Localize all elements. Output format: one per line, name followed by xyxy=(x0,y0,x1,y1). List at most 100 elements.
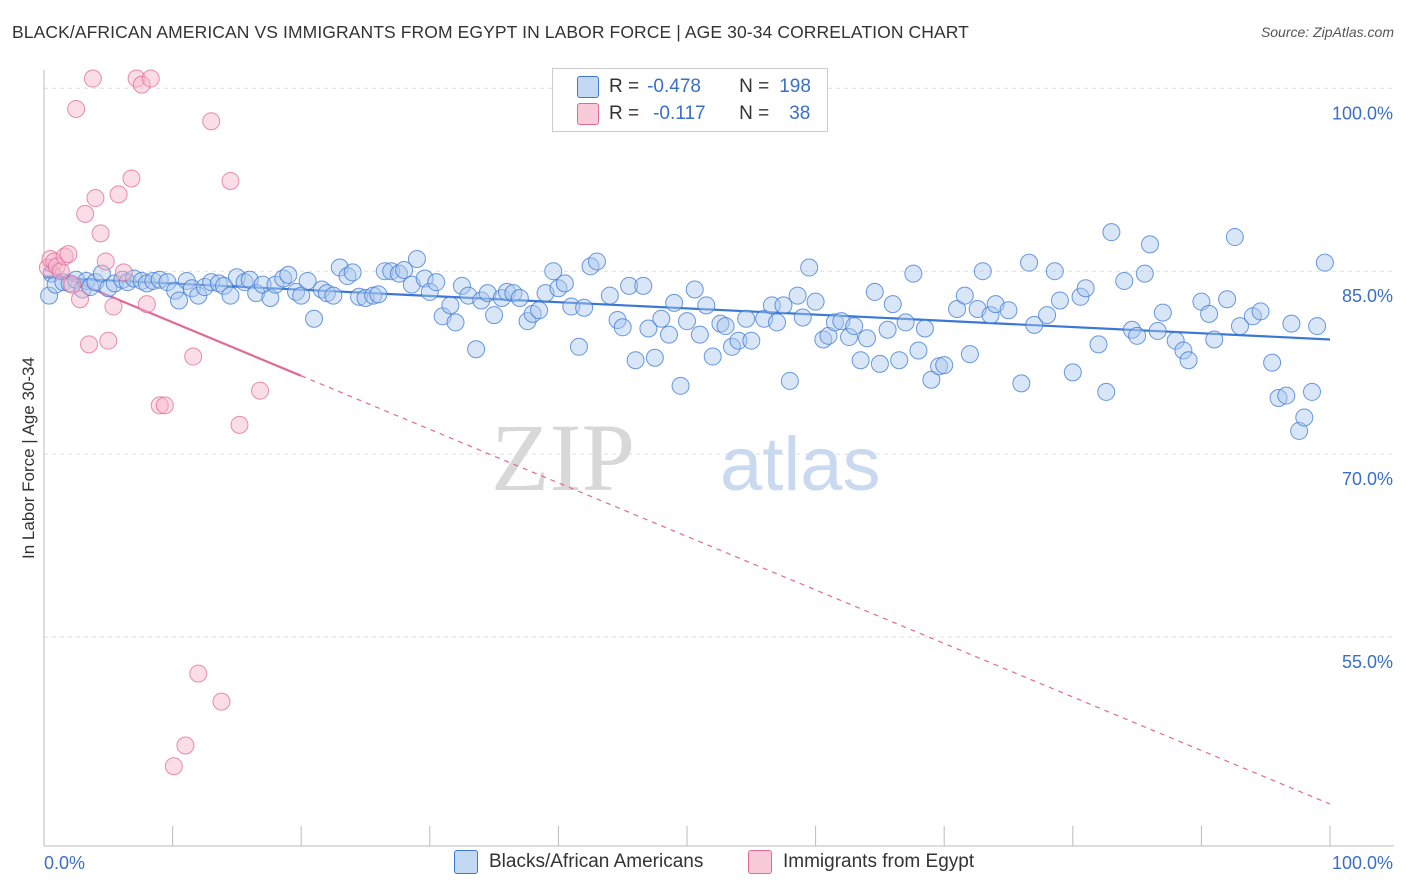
source-credit: Source: ZipAtlas.com xyxy=(1260,24,1394,40)
y-tick-label: 70.0% xyxy=(1342,469,1393,489)
blacks-point xyxy=(587,252,606,271)
blacks-point xyxy=(1140,235,1159,254)
blacks-point xyxy=(1063,363,1082,382)
blacks-point xyxy=(1115,271,1134,290)
egypt-point xyxy=(176,736,195,755)
blacks-point xyxy=(415,269,434,288)
blacks-point xyxy=(369,285,388,304)
blacks-point xyxy=(1290,421,1309,440)
blacks-point xyxy=(774,296,793,315)
blacks-point xyxy=(375,262,394,281)
blacks-point xyxy=(1122,320,1141,339)
blacks-point xyxy=(305,309,324,328)
blacks-point xyxy=(840,328,859,347)
blacks-point xyxy=(883,295,902,314)
blacks-point xyxy=(215,276,234,295)
blacks-point xyxy=(935,356,954,375)
blacks-point xyxy=(182,279,201,298)
egypt-point xyxy=(114,263,133,282)
blacks-point xyxy=(1230,317,1249,336)
blacks-point xyxy=(395,260,414,279)
blacks-point xyxy=(780,371,799,390)
egypt-point xyxy=(184,347,203,366)
egypt-point xyxy=(221,171,240,190)
blacks-point xyxy=(600,286,619,305)
blacks-point xyxy=(420,282,439,301)
blacks-point xyxy=(845,317,864,336)
legend-item-egypt: Immigrants from Egypt xyxy=(748,850,974,874)
legend-row-pink: R = -0.117 N = 38 xyxy=(577,102,810,126)
legend-r-value: -0.117 xyxy=(653,103,706,124)
blacks-point xyxy=(806,292,825,311)
blacks-point xyxy=(634,276,653,295)
egypt-point xyxy=(63,275,82,294)
blacks-point xyxy=(1251,302,1270,321)
legend-r-label: R = xyxy=(609,103,640,124)
egypt-point xyxy=(164,757,183,776)
blacks-point xyxy=(768,313,787,332)
egypt-point xyxy=(132,75,151,94)
blacks-point xyxy=(1089,335,1108,354)
egypt-point xyxy=(202,112,221,131)
blacks-point xyxy=(555,274,574,293)
blacks-point xyxy=(665,293,684,312)
egypt-point xyxy=(91,224,110,243)
legend-n-value: 38 xyxy=(789,103,811,124)
blacks-point xyxy=(1166,331,1185,350)
blacks-point xyxy=(981,306,1000,325)
egypt-point xyxy=(86,189,105,208)
blacks-point xyxy=(452,276,471,295)
blacks-point xyxy=(1277,386,1296,405)
egypt-point xyxy=(67,100,86,119)
blacks-point xyxy=(113,270,132,289)
blacks-point xyxy=(948,299,967,318)
blacks-point xyxy=(472,291,491,310)
blacks-point xyxy=(915,319,934,338)
legend-label-blacks: Blacks/African Americans xyxy=(489,851,704,872)
blacks-point xyxy=(1174,341,1193,360)
egypt-point xyxy=(83,69,102,88)
x-tick-label: 0.0% xyxy=(44,853,85,873)
blacks-point xyxy=(671,376,690,395)
blacks-point xyxy=(690,325,709,344)
x-tick-label: 100.0% xyxy=(1332,853,1393,873)
legend-n-label: N = xyxy=(739,103,770,124)
legend-n-value: 198 xyxy=(779,76,811,97)
blacks-point xyxy=(312,280,331,299)
blacks-point xyxy=(999,301,1018,320)
egypt-point xyxy=(141,69,160,88)
blacks-point xyxy=(878,320,897,339)
blacks-trend-line xyxy=(43,276,1331,341)
blacks-point xyxy=(737,309,756,328)
axes xyxy=(43,70,1394,847)
data-points xyxy=(38,69,1334,776)
blacks-point xyxy=(909,341,928,360)
blacks-point xyxy=(467,340,486,359)
watermark-atlas: atlas xyxy=(720,422,881,507)
blacks-point xyxy=(1045,262,1064,281)
blacks-point xyxy=(955,286,974,305)
blacks-point xyxy=(800,258,819,277)
blacks-point xyxy=(639,319,658,338)
blacks-point xyxy=(645,348,664,367)
blacks-point xyxy=(569,337,588,356)
egypt-point xyxy=(122,169,141,188)
y-axis-label: In Labor Force | Age 30-34 xyxy=(19,357,38,559)
blacks-point xyxy=(1200,304,1219,323)
blacks-point xyxy=(851,351,870,370)
blacks-point xyxy=(613,318,632,337)
egypt-point xyxy=(80,335,99,354)
blacks-point xyxy=(562,297,581,316)
blacks-point xyxy=(1038,306,1057,325)
blacks-point xyxy=(659,325,678,344)
egypt-point xyxy=(137,295,156,314)
blacks-point xyxy=(343,263,362,282)
blacks-point xyxy=(1148,321,1167,340)
egypt-point xyxy=(45,252,64,271)
egypt-point xyxy=(189,664,208,683)
blacks-point xyxy=(1179,351,1198,370)
blacks-point xyxy=(287,282,306,301)
blacks-point xyxy=(1308,317,1327,336)
egypt-point xyxy=(59,245,78,264)
